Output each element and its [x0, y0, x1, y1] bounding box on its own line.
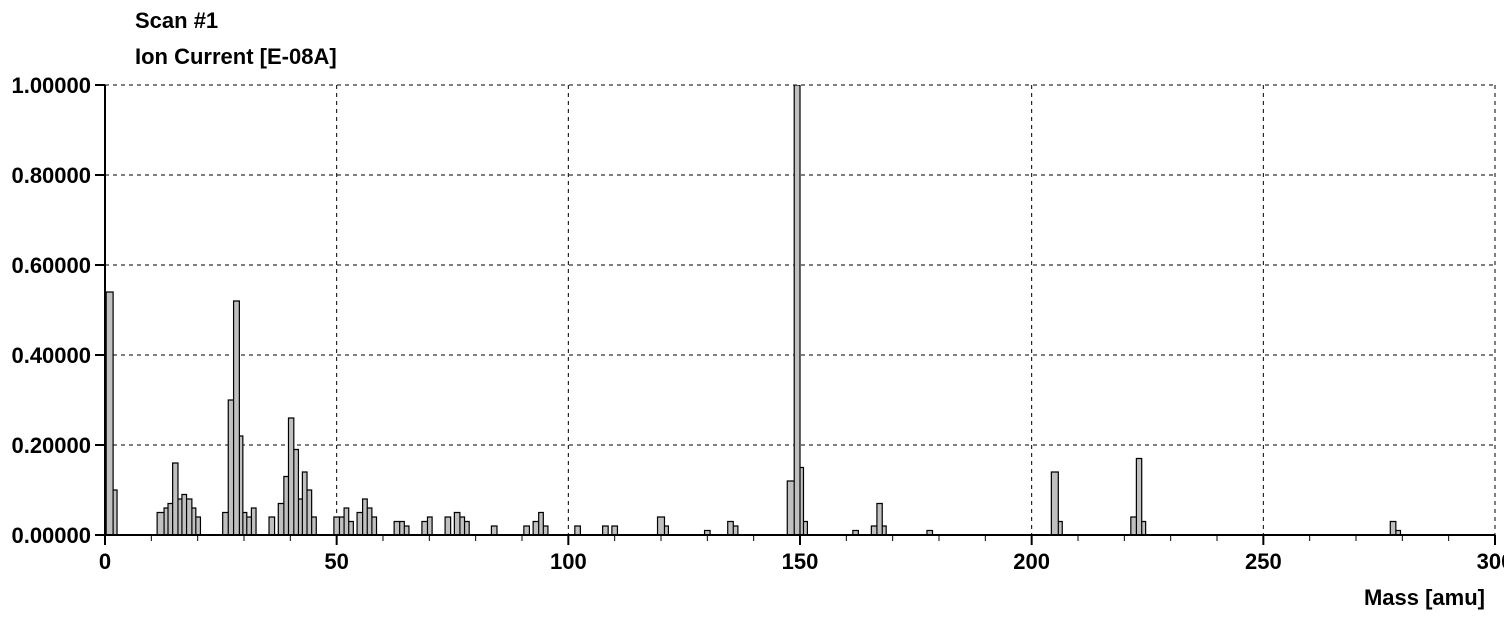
- x-axis-label: Mass [amu]: [1364, 585, 1485, 610]
- svg-text:0.80000: 0.80000: [11, 163, 91, 188]
- svg-text:0.60000: 0.60000: [11, 253, 91, 278]
- svg-text:100: 100: [550, 549, 587, 574]
- svg-text:300: 300: [1477, 549, 1504, 574]
- svg-text:0: 0: [99, 549, 111, 574]
- svg-text:250: 250: [1245, 549, 1282, 574]
- y-axis-label: Ion Current [E-08A]: [135, 44, 337, 69]
- chart-title: Scan #1: [135, 8, 218, 33]
- svg-text:150: 150: [782, 549, 819, 574]
- svg-text:0.00000: 0.00000: [11, 523, 91, 548]
- svg-text:1.00000: 1.00000: [11, 73, 91, 98]
- mass-spectrum-chart: 0 50 100 150 200 250 300 0.00000 0.20000 0.40000 0…: [0, 0, 1504, 621]
- svg-text:0.20000: 0.20000: [11, 433, 91, 458]
- svg-text:50: 50: [324, 549, 348, 574]
- chart-canvas: 0 50 100 150 200 250 300 0.00000 0.20000 0.40000 0…: [0, 0, 1504, 621]
- svg-text:200: 200: [1013, 549, 1050, 574]
- svg-text:0.40000: 0.40000: [11, 343, 91, 368]
